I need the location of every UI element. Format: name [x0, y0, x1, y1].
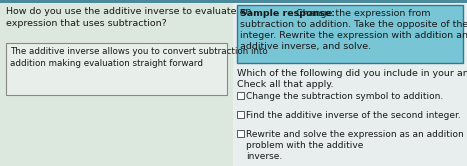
Text: integer. Rewrite the expression with addition and the: integer. Rewrite the expression with add… — [240, 31, 467, 40]
FancyBboxPatch shape — [237, 130, 243, 136]
Text: Which of the following did you include in your answer?: Which of the following did you include i… — [237, 69, 467, 78]
Bar — [0, 0, 467, 3]
Text: The additive inverse allows you to convert subtraction into
addition making eval: The additive inverse allows you to conve… — [10, 47, 268, 68]
FancyBboxPatch shape — [6, 43, 227, 95]
Text: Rewrite and solve the expression as an addition
problem with the additive
invers: Rewrite and solve the expression as an a… — [247, 130, 464, 161]
Text: additive inverse, and solve.: additive inverse, and solve. — [240, 42, 371, 51]
Text: Change the subtraction symbol to addition.: Change the subtraction symbol to additio… — [247, 92, 444, 101]
FancyBboxPatch shape — [237, 92, 243, 98]
FancyBboxPatch shape — [237, 111, 243, 118]
Text: Find the additive inverse of the second integer.: Find the additive inverse of the second … — [247, 111, 461, 120]
Text: Sample response:: Sample response: — [240, 9, 338, 18]
Text: Check all that apply.: Check all that apply. — [237, 80, 333, 89]
Text: How do you use the additive inverse to evaluate an
expression that uses subtract: How do you use the additive inverse to e… — [6, 7, 251, 28]
Bar — [0, 3, 233, 166]
Text: subtraction to addition. Take the opposite of the second: subtraction to addition. Take the opposi… — [240, 20, 467, 29]
Text: Change the expression from: Change the expression from — [296, 9, 431, 18]
Bar — [233, 3, 467, 166]
FancyBboxPatch shape — [237, 5, 463, 63]
